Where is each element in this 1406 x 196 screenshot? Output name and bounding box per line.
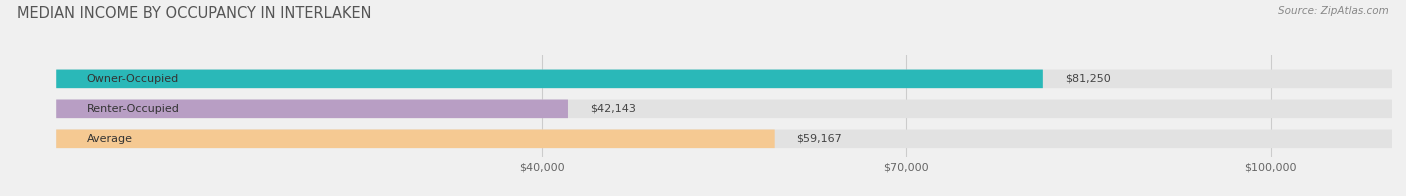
Text: Source: ZipAtlas.com: Source: ZipAtlas.com [1278, 6, 1389, 16]
Text: $59,167: $59,167 [797, 134, 842, 144]
FancyBboxPatch shape [56, 70, 1392, 88]
Text: $42,143: $42,143 [591, 104, 636, 114]
Text: Average: Average [87, 134, 132, 144]
FancyBboxPatch shape [56, 130, 775, 148]
FancyBboxPatch shape [56, 130, 1392, 148]
Text: $81,250: $81,250 [1064, 74, 1111, 84]
FancyBboxPatch shape [56, 70, 1043, 88]
FancyBboxPatch shape [56, 100, 1392, 118]
FancyBboxPatch shape [56, 100, 568, 118]
Text: MEDIAN INCOME BY OCCUPANCY IN INTERLAKEN: MEDIAN INCOME BY OCCUPANCY IN INTERLAKEN [17, 6, 371, 21]
Text: Renter-Occupied: Renter-Occupied [87, 104, 180, 114]
Text: Owner-Occupied: Owner-Occupied [87, 74, 179, 84]
